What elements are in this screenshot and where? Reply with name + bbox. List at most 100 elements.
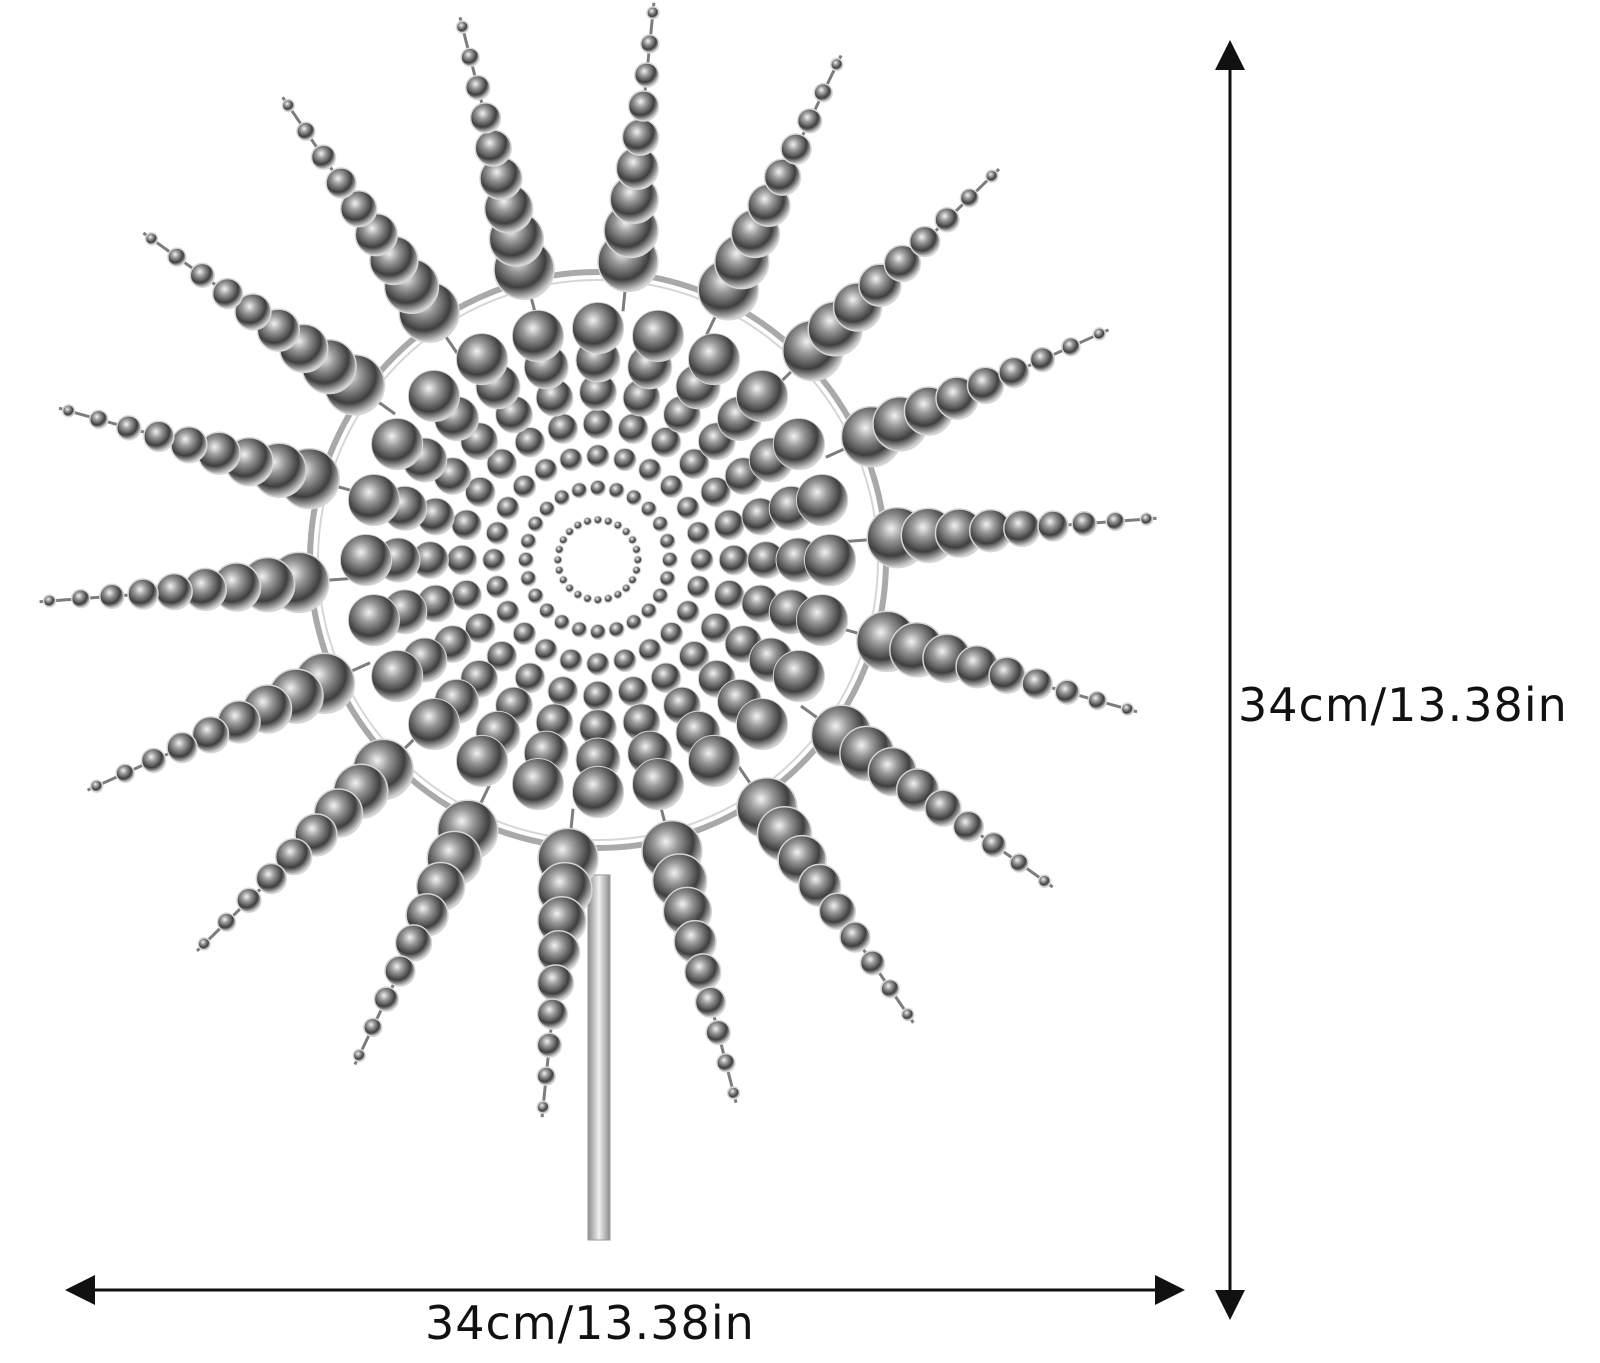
inner-gem xyxy=(593,515,603,525)
inner-gem xyxy=(534,638,558,662)
ray-gem xyxy=(716,1052,736,1073)
inner-gem xyxy=(678,448,710,480)
ray-gem xyxy=(189,262,216,289)
ray-gem xyxy=(780,133,812,165)
stake-pole xyxy=(587,874,611,1241)
ray-gem xyxy=(980,831,1007,858)
ray-gem xyxy=(281,98,296,113)
inner-gem xyxy=(486,640,518,672)
inner-gem xyxy=(571,301,625,355)
inner-gem xyxy=(608,482,625,499)
height-dimension-label: 34cm/13.38in xyxy=(1238,678,1568,732)
inner-gem xyxy=(347,593,401,647)
ray-gem xyxy=(234,293,272,331)
inner-gem xyxy=(582,408,614,440)
ray-gem xyxy=(325,167,357,199)
ray-gem xyxy=(934,206,960,233)
ray-gem xyxy=(1071,510,1097,537)
inner-gem xyxy=(558,535,568,545)
ray-gem xyxy=(216,912,237,932)
inner-gem xyxy=(347,473,401,527)
inner-gem xyxy=(686,521,711,545)
inner-gem xyxy=(554,565,564,575)
inner-gem xyxy=(625,614,643,631)
inner-gem xyxy=(735,369,789,423)
inner-gem xyxy=(718,544,750,576)
inner-gem xyxy=(496,496,520,520)
ray-gem xyxy=(99,583,125,610)
inner-gem xyxy=(455,734,509,788)
ray-gem xyxy=(985,169,999,183)
inner-gem xyxy=(652,515,669,533)
inner-gem xyxy=(571,621,588,638)
inner-gem xyxy=(370,417,424,471)
ray-gem xyxy=(1009,853,1029,873)
inner-gem xyxy=(486,448,518,480)
ray-gem xyxy=(143,420,175,453)
ray-gem xyxy=(694,986,727,1018)
inner-gem xyxy=(631,309,685,363)
inner-gem xyxy=(589,479,607,497)
inner-gem xyxy=(464,476,496,508)
inner-gem xyxy=(617,413,649,444)
ray-gem xyxy=(469,102,502,134)
inner-gem xyxy=(554,545,564,555)
inner-gem xyxy=(659,570,676,587)
ray-gem xyxy=(1105,511,1126,532)
inner-gem xyxy=(603,594,613,604)
ray-gem xyxy=(883,244,922,283)
inner-gem xyxy=(571,765,625,819)
inner-gem xyxy=(633,555,643,565)
ray-gem xyxy=(1120,702,1135,716)
inner-gem xyxy=(640,602,658,620)
ray-gem xyxy=(88,409,109,430)
ray-gem xyxy=(155,572,193,611)
ray-gem xyxy=(646,5,660,20)
inner-gem xyxy=(565,527,575,537)
ray-gem xyxy=(61,404,76,418)
ray-gem xyxy=(127,578,159,610)
inner-gem xyxy=(650,662,682,694)
ray-gem xyxy=(830,57,844,72)
inner-gem xyxy=(520,533,537,550)
ray-gem xyxy=(474,129,512,167)
inner-gem xyxy=(631,757,685,811)
ray-gem xyxy=(455,20,470,34)
ray-gem xyxy=(1029,346,1056,373)
ray-gem xyxy=(536,998,569,1030)
ray-gem xyxy=(839,921,871,953)
ray-gem xyxy=(144,232,159,246)
ray-gem xyxy=(1092,327,1107,341)
ray-gem xyxy=(296,121,316,142)
ray-gem xyxy=(924,789,962,827)
inner-gem xyxy=(772,649,826,703)
inner-gem xyxy=(370,649,424,703)
ray-gem xyxy=(191,715,230,754)
ray-gem xyxy=(705,1019,731,1046)
ray-gem xyxy=(339,190,378,228)
inner-gem xyxy=(628,575,638,585)
ray-gem xyxy=(1003,509,1041,548)
wind-spinner xyxy=(39,2,1157,1118)
inner-gem xyxy=(676,600,700,624)
ray-gem xyxy=(197,937,211,951)
ray-gem xyxy=(988,656,1026,694)
ray-gem xyxy=(952,810,985,843)
inner-gem xyxy=(455,332,509,386)
inner-gem xyxy=(690,548,714,572)
ray-gem xyxy=(274,837,313,876)
ray-gem xyxy=(900,1007,915,1022)
inner-gem xyxy=(659,533,676,550)
inner-gem xyxy=(628,535,638,545)
inner-gem xyxy=(621,583,631,593)
inner-gem xyxy=(632,565,642,575)
ray-gem xyxy=(465,74,491,101)
ray-gem xyxy=(352,1048,366,1063)
ray-gem xyxy=(536,964,575,1002)
inner-gem xyxy=(514,662,546,694)
ray-gem xyxy=(1021,667,1053,700)
ray-gem xyxy=(384,955,416,987)
ray-gem xyxy=(115,763,135,783)
inner-gem xyxy=(571,482,588,499)
